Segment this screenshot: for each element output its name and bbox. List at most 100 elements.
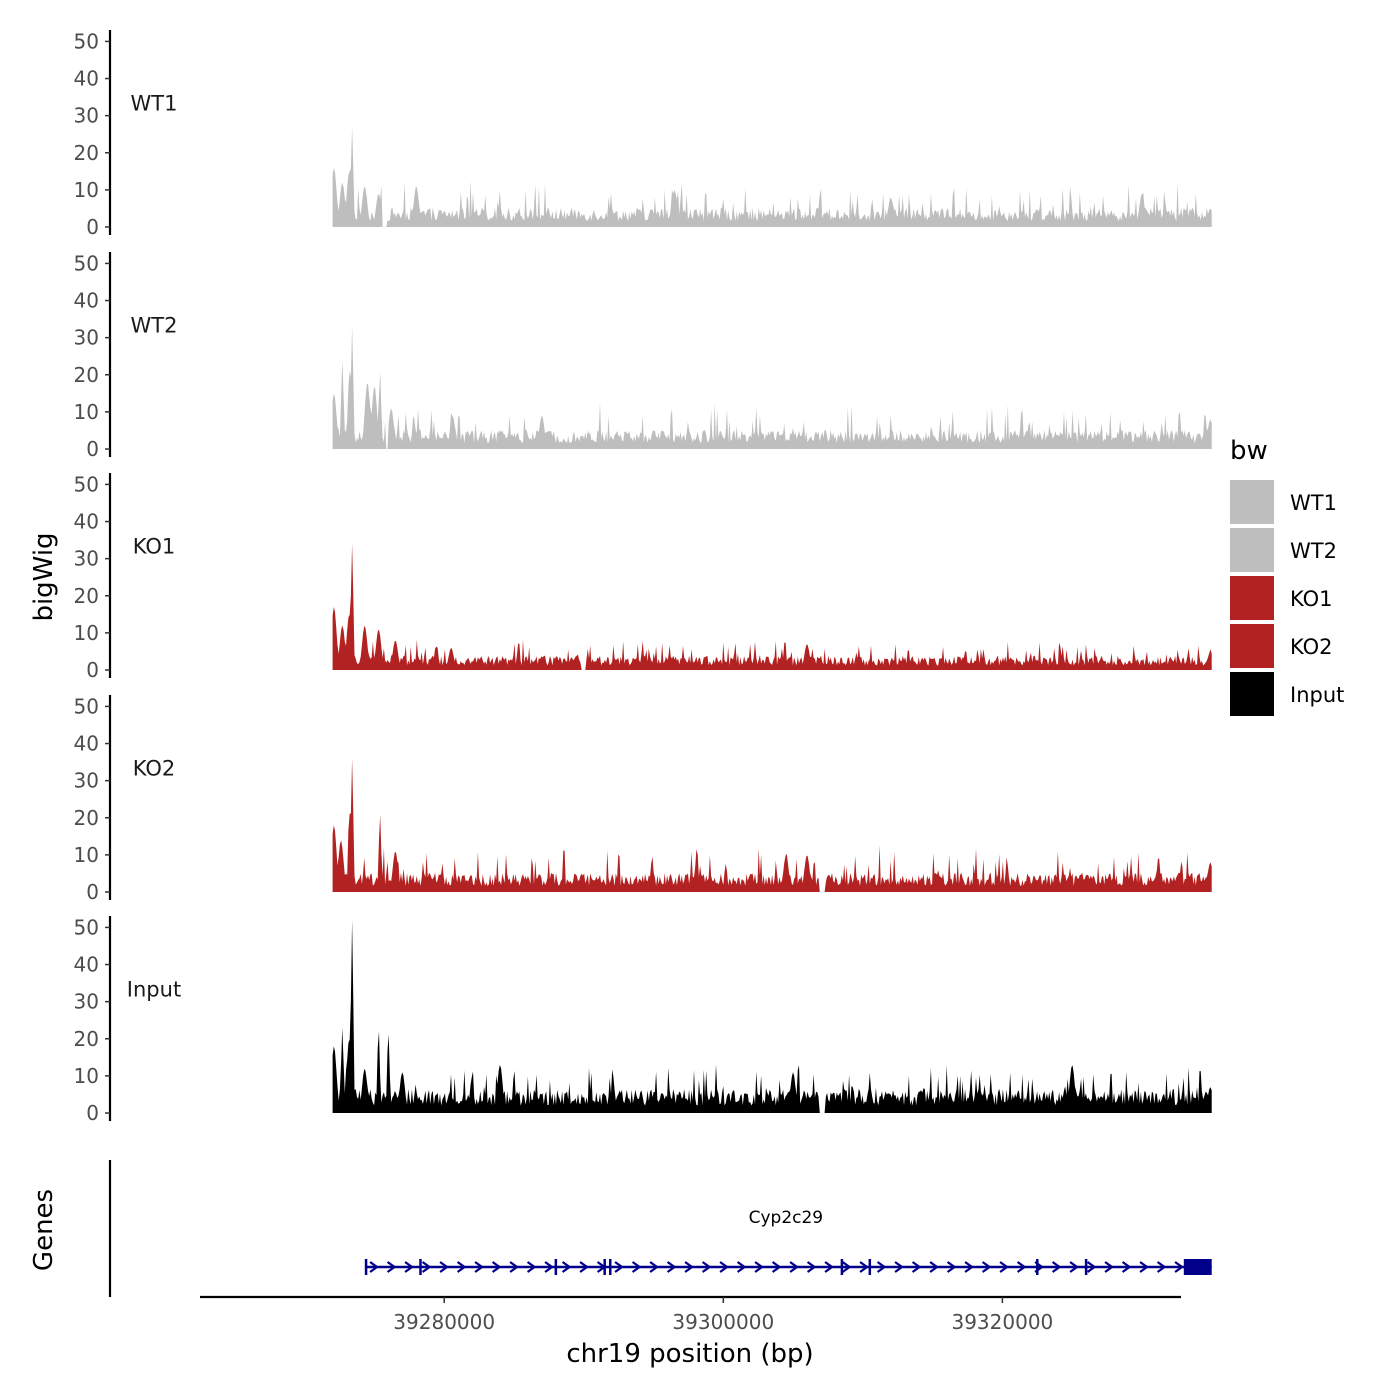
y-tick-label: 10	[74, 621, 99, 645]
signal-area-input	[332, 920, 1212, 1113]
y-tick-label: 50	[74, 29, 99, 53]
strand-arrow	[806, 1261, 817, 1273]
strand-arrow	[719, 1261, 729, 1273]
legend-label: WT1	[1290, 491, 1337, 515]
y-tick-label: 20	[74, 806, 99, 830]
strand-arrow	[1139, 1261, 1149, 1273]
y-tick-label: 30	[74, 104, 99, 128]
y-tick-label: 10	[74, 843, 99, 867]
signal-area-wt2	[332, 326, 1212, 449]
y-tick-label: 40	[74, 67, 99, 91]
strand-arrow	[1069, 1261, 1079, 1273]
strand-arrow	[1104, 1261, 1114, 1273]
y-tick-label: 50	[74, 472, 99, 496]
gene-label: Cyp2c29	[749, 1208, 824, 1228]
legend: bw WT1 WT2 KO1 KO2 Input	[1230, 436, 1344, 716]
strand-arrow	[649, 1261, 659, 1273]
strand-arrow	[439, 1261, 449, 1273]
track-label: Input	[127, 978, 181, 1002]
y-tick-label: 20	[74, 1027, 99, 1051]
y-tick-label: 0	[86, 1101, 99, 1125]
strand-arrow	[964, 1261, 974, 1273]
strand-arrow	[561, 1261, 572, 1273]
strand-arrow	[859, 1261, 869, 1273]
signal-area-ko2	[332, 758, 1212, 892]
track-ko1: 0 10 20 30 40 50 KO1	[74, 472, 1212, 682]
legend-title: bw	[1230, 436, 1268, 466]
y-tick-label: 50	[74, 694, 99, 718]
strand-arrow	[386, 1261, 397, 1273]
strand-arrow	[841, 1261, 852, 1273]
track-label: KO1	[133, 535, 176, 559]
y-tick-label: 30	[74, 769, 99, 793]
strand-arrow	[544, 1261, 554, 1273]
strand-arrow	[999, 1261, 1009, 1273]
legend-label: KO2	[1290, 635, 1333, 659]
y-tick-label: 20	[74, 141, 99, 165]
strand-arrow	[1051, 1261, 1062, 1273]
legend-key-wt1	[1230, 480, 1274, 524]
y-tick-label: 40	[74, 289, 99, 313]
strand-arrow	[631, 1261, 642, 1273]
track-label: KO2	[133, 757, 176, 781]
strand-arrow	[701, 1261, 712, 1273]
y-tick-label: 0	[86, 658, 99, 682]
y-axis-title: bigWig	[29, 532, 59, 621]
x-tick-label: 39320000	[951, 1310, 1053, 1334]
strand-arrow	[491, 1261, 502, 1273]
strand-arrow	[614, 1261, 624, 1273]
strand-arrow	[1174, 1261, 1184, 1273]
legend-label: WT2	[1290, 539, 1337, 563]
strand-arrow	[369, 1261, 379, 1273]
y-tick-label: 30	[74, 326, 99, 350]
strand-arrow	[876, 1261, 887, 1273]
legend-key-ko1	[1230, 576, 1274, 620]
strand-arrow	[771, 1261, 782, 1273]
y-tick-label: 40	[74, 732, 99, 756]
strand-arrow	[789, 1261, 799, 1273]
strand-arrow	[509, 1261, 519, 1273]
track-wt2: 0 10 20 30 40 50 WT2	[74, 251, 1212, 461]
y-tick-label: 30	[74, 547, 99, 571]
legend-label: Input	[1290, 683, 1344, 707]
strand-arrow	[946, 1261, 957, 1273]
x-tick-label: 39280000	[393, 1310, 495, 1334]
y-tick-label: 0	[86, 880, 99, 904]
signal-area-wt1	[332, 126, 1212, 227]
exon-terminal	[1183, 1259, 1212, 1275]
strand-arrow	[1086, 1261, 1097, 1273]
y-tick-label: 0	[86, 215, 99, 239]
x-tick-label: 39300000	[672, 1310, 774, 1334]
strand-arrow	[824, 1261, 834, 1273]
track-input: 0 10 20 30 40 50 Input	[74, 915, 1212, 1125]
strand-arrow	[579, 1261, 589, 1273]
legend-key-ko2	[1230, 624, 1274, 668]
y-tick-label: 40	[74, 953, 99, 977]
y-tick-label: 10	[74, 1064, 99, 1088]
strand-arrow	[684, 1261, 694, 1273]
strand-arrow	[1156, 1261, 1167, 1273]
strand-arrow	[981, 1261, 992, 1273]
y-tick-label: 10	[74, 178, 99, 202]
genes-axis-title: Genes	[29, 1189, 59, 1271]
y-tick-label: 10	[74, 400, 99, 424]
legend-label: KO1	[1290, 587, 1333, 611]
strand-arrow	[911, 1261, 922, 1273]
y-tick-label: 20	[74, 584, 99, 608]
strand-arrow	[736, 1261, 747, 1273]
y-tick-label: 0	[86, 437, 99, 461]
strand-arrow	[421, 1261, 432, 1273]
track-label: WT1	[131, 92, 178, 116]
genes-panel: Cyp2c29	[108, 1160, 1212, 1297]
strand-arrow	[1121, 1261, 1132, 1273]
legend-key-wt2	[1230, 528, 1274, 572]
track-label: WT2	[131, 314, 178, 338]
x-axis: 39280000 39300000 39320000	[200, 1295, 1181, 1334]
strand-arrow	[526, 1261, 537, 1273]
strand-arrow	[474, 1261, 484, 1273]
strand-arrow	[456, 1261, 467, 1273]
y-tick-label: 20	[74, 363, 99, 387]
legend-key-input	[1230, 672, 1274, 716]
